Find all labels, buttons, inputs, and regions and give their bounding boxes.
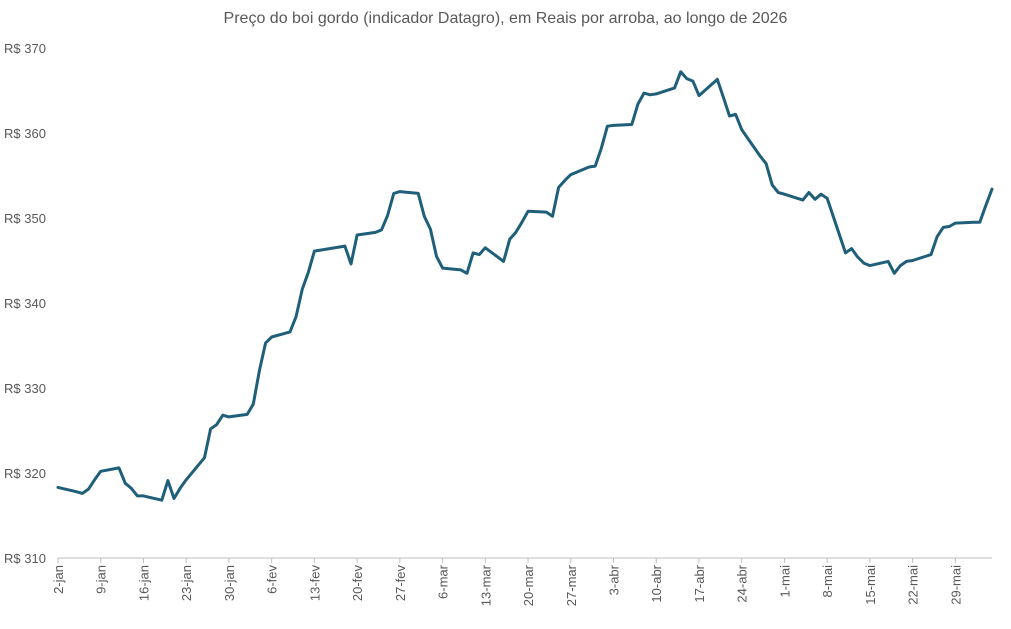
x-tick-label: 29-mai	[948, 565, 963, 605]
x-tick-label: 15-mai	[863, 565, 878, 605]
y-tick-label: R$ 340	[4, 296, 46, 311]
x-tick-label: 17-abr	[692, 564, 707, 602]
x-tick-label: 30-jan	[222, 565, 237, 601]
x-tick-label: 24-abr	[735, 564, 750, 602]
x-tick-label: 27-mar	[564, 564, 579, 606]
x-tick-label: 8-mai	[820, 565, 835, 598]
x-tick-label: 6-mar	[436, 564, 451, 599]
y-tick-label: R$ 360	[4, 126, 46, 141]
y-tick-label: R$ 330	[4, 381, 46, 396]
x-tick-label: 23-jan	[179, 565, 194, 601]
x-tick-label: 22-mai	[906, 565, 921, 605]
y-tick-label: R$ 350	[4, 211, 46, 226]
x-tick-label: 13-fev	[307, 565, 322, 602]
x-tick-label: 27-fev	[393, 565, 408, 602]
x-tick-label: 20-mar	[521, 564, 536, 606]
y-tick-label: R$ 320	[4, 466, 46, 481]
x-tick-label: 16-jan	[136, 565, 151, 601]
x-tick-label: 13-mar	[478, 564, 493, 606]
y-tick-label: R$ 310	[4, 551, 46, 566]
x-tick-label: 1-mai	[777, 565, 792, 598]
chart-title: Preço do boi gordo (indicador Datagro), …	[223, 10, 788, 27]
x-tick-label: 3-abr	[607, 564, 622, 595]
x-tick-label: 10-abr	[649, 564, 664, 602]
series-line	[56, 70, 994, 502]
x-tick-label: 6-fev	[265, 565, 280, 594]
x-tick-label: 2-jan	[51, 565, 66, 594]
x-tick-label: 9-jan	[94, 565, 109, 594]
x-tick-label: 20-fev	[350, 565, 365, 602]
y-tick-label: R$ 370	[4, 41, 46, 56]
